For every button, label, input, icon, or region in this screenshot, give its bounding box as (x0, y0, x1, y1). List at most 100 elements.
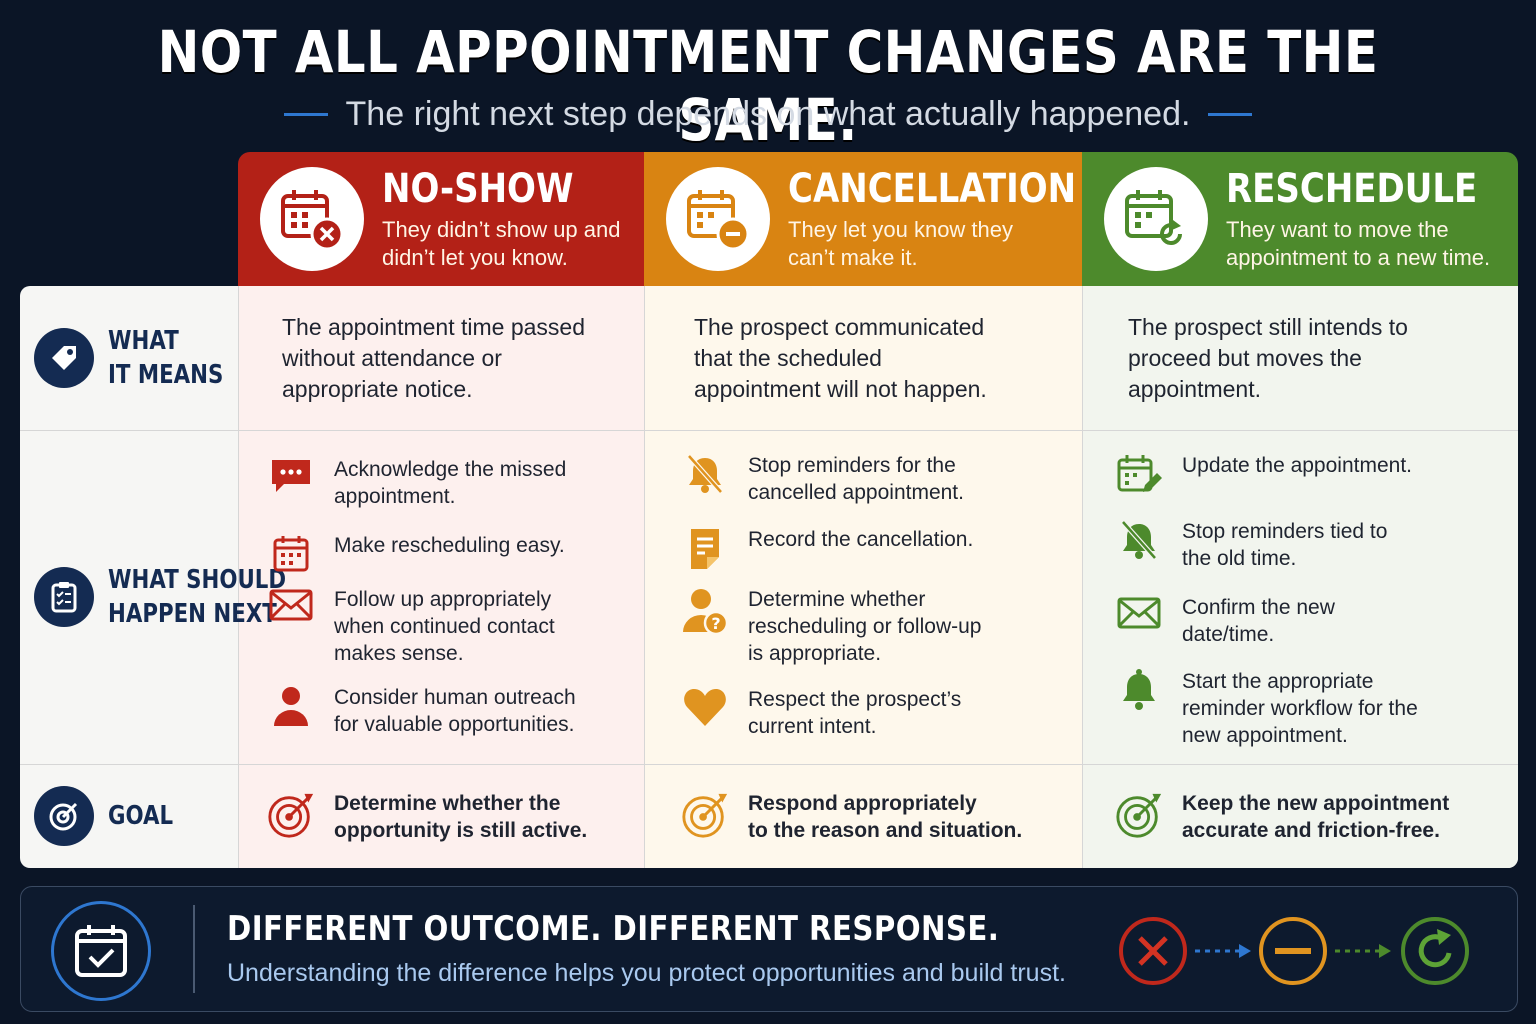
list-item: Acknowledge the missed appointment. (266, 456, 566, 510)
text-line: cancelled appointment. (748, 481, 964, 504)
column-header-cancellation: CANCELLATION They let you know they can’… (644, 152, 1082, 286)
text-line: Respond appropriately (748, 792, 977, 815)
text-line: new appointment. (1182, 724, 1348, 747)
list-item: Respect the prospect’s current intent. (680, 686, 961, 740)
column-desc-line: They want to move the (1226, 217, 1449, 242)
text-line: Stop reminders for the (748, 454, 956, 477)
subtitle-dash-left (283, 112, 328, 116)
envelope-icon (1114, 594, 1164, 638)
calendar-edit-icon (1114, 452, 1164, 496)
means-no-show: The appointment time passed without atte… (282, 312, 585, 405)
text-line: Determine whether (748, 588, 926, 611)
list-item: Stop reminders tied to the old time. (1114, 518, 1387, 572)
goal-cancellation: Respond appropriately to the reason and s… (680, 790, 1022, 844)
target-icon (266, 790, 316, 838)
row-label-line: IT MEANS (108, 360, 224, 390)
text-line: date/time. (1182, 623, 1275, 646)
list-item: Record the cancellation. (680, 526, 973, 570)
summary-banner: DIFFERENT OUTCOME. DIFFERENT RESPONSE. U… (20, 886, 1518, 1012)
text-line: Keep the new appointment (1182, 792, 1450, 815)
row-label-what-should-happen-next: WHAT SHOULD HAPPEN NEXT (20, 430, 286, 764)
calendar-check-icon (51, 901, 151, 1001)
list-item: ? Determine whether rescheduling or follo… (680, 586, 981, 667)
calendar-refresh-icon (1104, 167, 1208, 271)
tag-icon (34, 328, 94, 388)
text-line: is appropriate. (748, 642, 882, 665)
page-title: NOT ALL APPOINTMENT CHANGES ARE THE SAME… (157, 18, 1379, 154)
row-label-line: WHAT SHOULD (108, 565, 287, 595)
checklist-icon (34, 567, 94, 627)
divider (238, 286, 239, 868)
list-item: Start the appropriate reminder workflow f… (1114, 668, 1418, 749)
row-label-line: WHAT (108, 326, 179, 356)
calendar-icon (266, 532, 316, 576)
bell-icon (1114, 668, 1164, 712)
text-line: opportunity is still active. (334, 819, 588, 842)
text-line: The prospect communicated (694, 314, 985, 340)
column-desc-line: They let you know they (788, 217, 1014, 242)
text-line: makes sense. (334, 642, 464, 665)
list-item: Confirm the new date/time. (1114, 594, 1335, 648)
text-line: Confirm the new (1182, 596, 1335, 619)
column-title: CANCELLATION (788, 166, 1077, 212)
text-line: Follow up appropriately (334, 588, 552, 611)
bell-off-icon (1114, 518, 1164, 562)
text-line: proceed but moves the (1128, 345, 1362, 371)
text-line: appointment. (334, 485, 456, 508)
list-item: Consider human outreach for valuable oppo… (266, 684, 576, 738)
reschedule-column-bg (1082, 286, 1518, 868)
subtitle-row: The right next step depends on what actu… (0, 92, 1536, 136)
divider (1082, 286, 1083, 868)
column-title: RESCHEDULE (1226, 166, 1478, 212)
subtitle-dash-right (1208, 112, 1253, 116)
text-line: Update the appointment. (1182, 454, 1412, 477)
text-line: reminder workflow for the (1182, 697, 1418, 720)
person-icon (266, 684, 316, 728)
goal-no-show: Determine whether the opportunity is stil… (266, 790, 587, 844)
text-line: Record the cancellation. (748, 528, 974, 551)
means-reschedule: The prospect still intends to proceed bu… (1128, 312, 1408, 405)
text-line: appropriate notice. (282, 376, 473, 402)
list-item: Stop reminders for the cancelled appointm… (680, 452, 964, 506)
arrow-icon (1195, 944, 1251, 958)
text-line: Respect the prospect’s (748, 688, 962, 711)
x-circle-icon (1119, 917, 1187, 985)
arrow-icon (1335, 944, 1391, 958)
divider (193, 905, 195, 993)
list-item: Make rescheduling easy. (266, 532, 565, 576)
no-show-column-bg (238, 286, 644, 868)
outcome-flow (1119, 917, 1469, 985)
bell-off-icon (680, 452, 730, 496)
text-line: when continued contact (334, 615, 555, 638)
text-line: that the scheduled (694, 345, 882, 371)
envelope-icon (266, 586, 316, 630)
target-icon (1114, 790, 1164, 838)
cancellation-column-bg (644, 286, 1082, 868)
row-label-line: HAPPEN NEXT (108, 599, 277, 629)
svg-text:?: ? (711, 614, 720, 633)
text-line: Determine whether the (334, 792, 561, 815)
comparison-table: WHAT IT MEANS WHAT SHOULD HAPPEN NEXT GO… (20, 286, 1518, 868)
list-item: Update the appointment. (1114, 452, 1412, 496)
target-icon (34, 786, 94, 846)
divider (20, 764, 1518, 765)
text-line: Start the appropriate (1182, 670, 1374, 693)
text-line: rescheduling or follow-up (748, 615, 982, 638)
calendar-minus-icon (666, 167, 770, 271)
divider (20, 430, 1518, 431)
divider (644, 286, 645, 868)
column-desc-line: didn’t let you know. (382, 245, 568, 270)
column-desc-line: appointment to a new time. (1226, 245, 1491, 270)
text-line: appointment. (1128, 376, 1261, 402)
text-line: to the reason and situation. (748, 819, 1023, 842)
calendar-x-icon (260, 167, 364, 271)
text-line: the old time. (1182, 547, 1297, 570)
document-icon (680, 526, 730, 570)
column-desc-line: They didn’t show up and (382, 217, 621, 242)
row-label-what-it-means: WHAT IT MEANS (20, 286, 238, 430)
person-question-icon: ? (680, 586, 730, 636)
text-line: Make rescheduling easy. (334, 534, 565, 557)
text-line: appointment will not happen. (694, 376, 987, 402)
goal-reschedule: Keep the new appointment accurate and fri… (1114, 790, 1449, 844)
banner-subtitle: Understanding the difference helps you p… (227, 959, 1066, 987)
